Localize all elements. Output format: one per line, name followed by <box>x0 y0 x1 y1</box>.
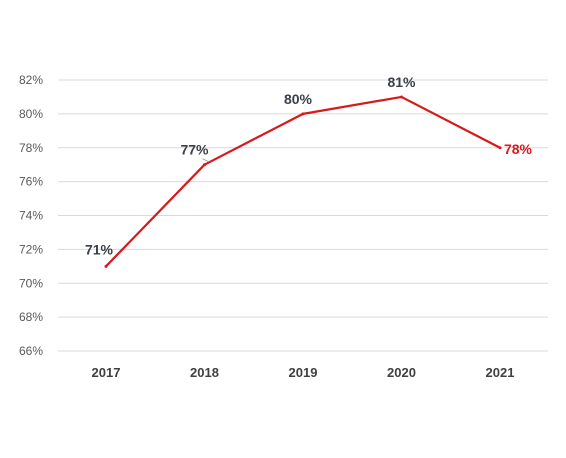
y-tick-label: 82% <box>19 73 43 87</box>
series-layer <box>104 95 502 268</box>
data-label: 77% <box>180 142 209 158</box>
data-label: 80% <box>284 91 313 107</box>
data-point <box>400 95 403 99</box>
label-leader-line <box>202 158 209 163</box>
y-tick-label: 70% <box>19 276 43 290</box>
y-tick-label: 74% <box>19 209 43 223</box>
data-labels: 71% 77% 80% 81% 78% <box>85 74 533 257</box>
y-tick-label: 72% <box>19 242 43 256</box>
data-point <box>203 163 206 167</box>
y-tick-label: 80% <box>19 107 43 121</box>
x-tick-label: 2018 <box>190 365 219 380</box>
y-axis-tick-labels: 66% 68% 70% 72% 74% 76% 78% 80% 82% <box>19 73 43 358</box>
y-tick-label: 68% <box>19 310 43 324</box>
data-label: 71% <box>85 241 114 257</box>
y-tick-label: 78% <box>19 141 43 155</box>
x-tick-label: 2017 <box>92 365 121 380</box>
x-tick-label: 2019 <box>289 365 318 380</box>
gridlines <box>58 79 548 352</box>
data-label: 81% <box>387 74 416 90</box>
data-label: 78% <box>504 141 533 157</box>
y-tick-label: 66% <box>19 344 43 358</box>
data-point <box>498 146 502 150</box>
data-point <box>104 264 108 268</box>
x-tick-label: 2021 <box>486 365 515 380</box>
x-axis-tick-labels: 2017 2018 2019 2020 2021 <box>92 365 515 380</box>
data-point <box>301 112 305 116</box>
x-tick-label: 2020 <box>387 365 416 380</box>
y-tick-label: 76% <box>19 175 43 189</box>
